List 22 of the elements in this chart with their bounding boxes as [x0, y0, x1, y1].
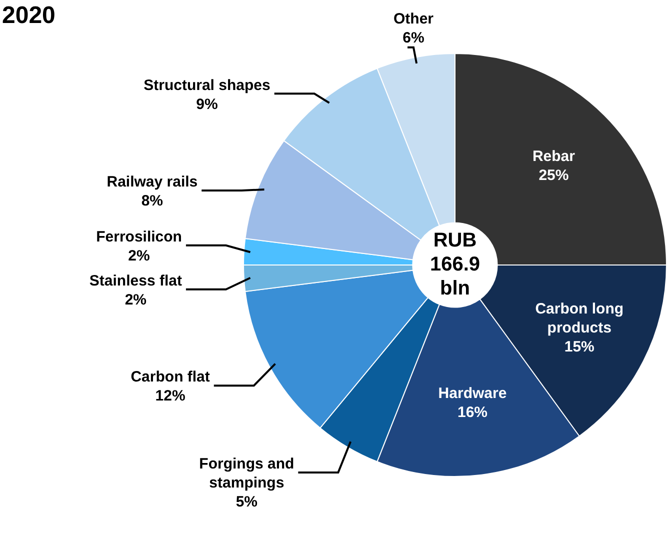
slice-label: Other [393, 10, 434, 28]
slice-label: Stainless flat [89, 272, 182, 290]
data-label: 12% [155, 388, 186, 405]
data-label: 2% [128, 248, 150, 265]
slice-label: Hardware [438, 385, 507, 402]
data-label: 8% [141, 192, 164, 210]
slice-label: Rebar [532, 148, 576, 165]
data-label: 5% [236, 494, 258, 511]
data-label: 15% [564, 338, 594, 356]
chart-title: 2020 [2, 2, 56, 30]
slice-label: Railway rails [106, 174, 198, 191]
slice-label: Carbon long products [535, 300, 624, 337]
text: RUB 166.9 bln [430, 230, 480, 300]
data-label: 2% [124, 292, 147, 309]
data-label: 16% [457, 404, 488, 422]
data-label: 25% [538, 166, 569, 184]
data-label: 9% [196, 96, 218, 113]
slice-label: Carbon flat [130, 368, 210, 386]
slice-label: Ferrosilicon [96, 228, 182, 246]
data-label: 6% [402, 30, 424, 47]
slice-label: Forgings and stampings [199, 456, 294, 492]
slice-label: Structural shapes [144, 76, 270, 94]
